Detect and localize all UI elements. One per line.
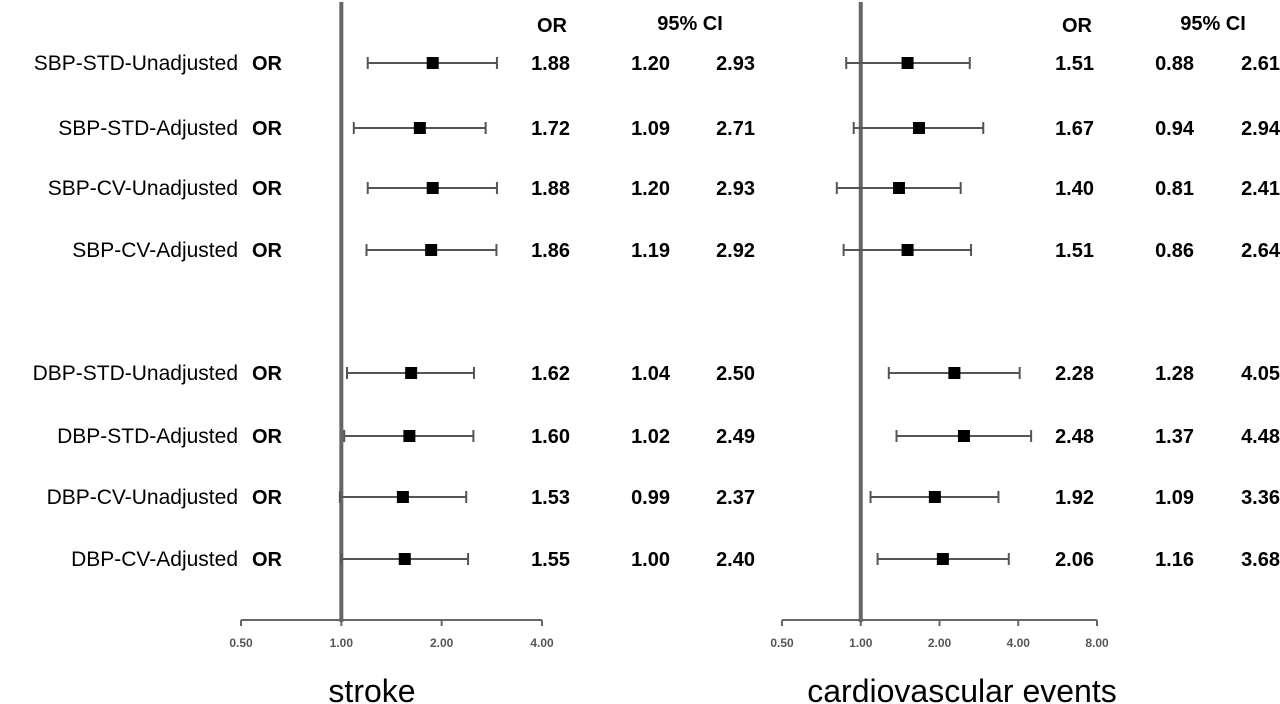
stroke-ci-upper-value: 2.92 xyxy=(716,240,755,262)
cv-ci-lower-value: 1.28 xyxy=(1155,363,1194,385)
cv-ci-upper-value: 3.68 xyxy=(1241,549,1280,571)
stroke-or-value: 1.55 xyxy=(531,549,570,571)
stroke-ci-lower-value: 1.09 xyxy=(631,118,670,140)
stroke-point-estimate xyxy=(413,122,426,134)
stroke-ci-upper-value: 2.49 xyxy=(716,426,755,448)
cv-ci-lower-value: 0.94 xyxy=(1155,118,1195,140)
cv-ci-upper-value: 2.61 xyxy=(1241,53,1280,75)
cv-point-estimate xyxy=(957,430,970,442)
cv-ci-upper-value: 4.05 xyxy=(1241,363,1280,385)
stroke-tick-label: 4.00 xyxy=(530,636,554,650)
cv-ci-upper-value: 3.36 xyxy=(1241,487,1280,509)
cv-ci-upper-value: 4.48 xyxy=(1241,426,1280,448)
stroke-or-value: 1.60 xyxy=(531,426,570,448)
stroke-ci-lower-value: 1.02 xyxy=(631,426,670,448)
stroke-or-value: 1.72 xyxy=(531,118,570,140)
cv-tick-label: 2.00 xyxy=(928,636,952,650)
cv-point-estimate xyxy=(901,57,914,69)
stroke-or-value: 1.86 xyxy=(531,240,570,262)
stroke-ci-upper-value: 2.93 xyxy=(716,53,755,75)
stroke-ci-lower-value: 1.00 xyxy=(631,549,670,571)
stroke-or-label: OR xyxy=(252,53,283,75)
stroke-or-label: OR xyxy=(252,118,283,140)
stroke-row-label: SBP-STD-Unadjusted xyxy=(34,52,238,75)
cv-point-estimate xyxy=(948,367,961,379)
cv-tick-label: 8.00 xyxy=(1085,636,1109,650)
cv-tick-label: 0.50 xyxy=(770,636,794,650)
stroke-ci-header: 95% CI xyxy=(657,13,723,35)
stroke-ci-lower-value: 1.20 xyxy=(631,178,670,200)
cv-point-estimate xyxy=(892,182,905,194)
stroke-point-estimate xyxy=(405,367,418,379)
stroke-tick-label: 0.50 xyxy=(229,636,253,650)
stroke-ci-upper-value: 2.93 xyxy=(716,178,755,200)
stroke-ci-lower-value: 0.99 xyxy=(631,487,670,509)
stroke-point-estimate xyxy=(403,430,416,442)
stroke-tick-label: 1.00 xyxy=(330,636,354,650)
stroke-or-value: 1.62 xyxy=(531,363,570,385)
stroke-or-label: OR xyxy=(252,549,283,571)
cv-point-estimate xyxy=(901,244,914,256)
cv-or-value: 1.51 xyxy=(1055,240,1094,262)
stroke-panel-title: stroke xyxy=(328,673,415,704)
cv-ci-lower-value: 0.88 xyxy=(1155,53,1194,75)
stroke-or-label: OR xyxy=(252,240,283,262)
cv-or-header: OR xyxy=(1062,15,1093,37)
stroke-point-estimate xyxy=(396,491,409,503)
stroke-panel: OR 95% CI stroke 0.50 1.00 2.00 4.00 SBP-STD… xyxy=(33,2,755,704)
cv-or-value: 2.06 xyxy=(1055,549,1094,571)
stroke-or-value: 1.88 xyxy=(531,53,570,75)
stroke-ci-upper-value: 2.37 xyxy=(716,487,755,509)
stroke-or-header: OR xyxy=(537,15,568,37)
stroke-row-label: SBP-CV-Adjusted xyxy=(72,239,238,262)
cv-or-value: 1.67 xyxy=(1055,118,1094,140)
stroke-point-estimate xyxy=(426,57,439,69)
cv-ci-header: 95% CI xyxy=(1180,13,1246,35)
stroke-point-estimate xyxy=(425,244,438,256)
cardiovascular-panel: OR 95% CI cardiovascular events 0.50 1.00… xyxy=(770,2,1280,704)
cv-or-value: 2.28 xyxy=(1055,363,1094,385)
cv-ci-upper-value: 2.94 xyxy=(1241,118,1280,140)
stroke-row-label: SBP-STD-Adjusted xyxy=(58,117,238,140)
stroke-or-label: OR xyxy=(252,426,283,448)
stroke-row-label: DBP-CV-Unadjusted xyxy=(47,486,238,509)
cv-point-estimate xyxy=(928,491,941,503)
cv-ci-lower-value: 0.81 xyxy=(1155,178,1194,200)
stroke-or-label: OR xyxy=(252,363,283,385)
cv-ci-lower-value: 0.86 xyxy=(1155,240,1194,262)
stroke-row-label: DBP-STD-Adjusted xyxy=(57,425,238,448)
cv-tick-label: 1.00 xyxy=(849,636,873,650)
stroke-ci-upper-value: 2.40 xyxy=(716,549,755,571)
stroke-or-value: 1.53 xyxy=(531,487,570,509)
stroke-or-label: OR xyxy=(252,487,283,509)
stroke-ci-lower-value: 1.19 xyxy=(631,240,670,262)
stroke-row-label: SBP-CV-Unadjusted xyxy=(48,177,238,200)
stroke-point-estimate xyxy=(426,182,439,194)
cv-ci-upper-value: 2.64 xyxy=(1241,240,1280,262)
cv-or-value: 2.48 xyxy=(1055,426,1094,448)
cv-point-estimate xyxy=(936,553,949,565)
stroke-row-label: DBP-CV-Adjusted xyxy=(71,548,238,571)
cv-or-value: 1.40 xyxy=(1055,178,1094,200)
stroke-ci-upper-value: 2.50 xyxy=(716,363,755,385)
cv-point-estimate xyxy=(913,122,926,134)
cv-panel-title: cardiovascular events xyxy=(807,673,1116,704)
stroke-ci-lower-value: 1.04 xyxy=(631,363,671,385)
cv-ci-upper-value: 2.41 xyxy=(1241,178,1280,200)
stroke-point-estimate xyxy=(398,553,411,565)
cv-ci-lower-value: 1.37 xyxy=(1155,426,1194,448)
cv-tick-label: 4.00 xyxy=(1007,636,1031,650)
stroke-ci-upper-value: 2.71 xyxy=(716,118,755,140)
cv-or-value: 1.51 xyxy=(1055,53,1094,75)
cv-or-value: 1.92 xyxy=(1055,487,1094,509)
stroke-ci-lower-value: 1.20 xyxy=(631,53,670,75)
cv-ci-lower-value: 1.09 xyxy=(1155,487,1194,509)
stroke-tick-label: 2.00 xyxy=(430,636,454,650)
stroke-or-label: OR xyxy=(252,178,283,200)
stroke-row-label: DBP-STD-Unadjusted xyxy=(33,362,238,385)
stroke-or-value: 1.88 xyxy=(531,178,570,200)
cv-ci-lower-value: 1.16 xyxy=(1155,549,1194,571)
